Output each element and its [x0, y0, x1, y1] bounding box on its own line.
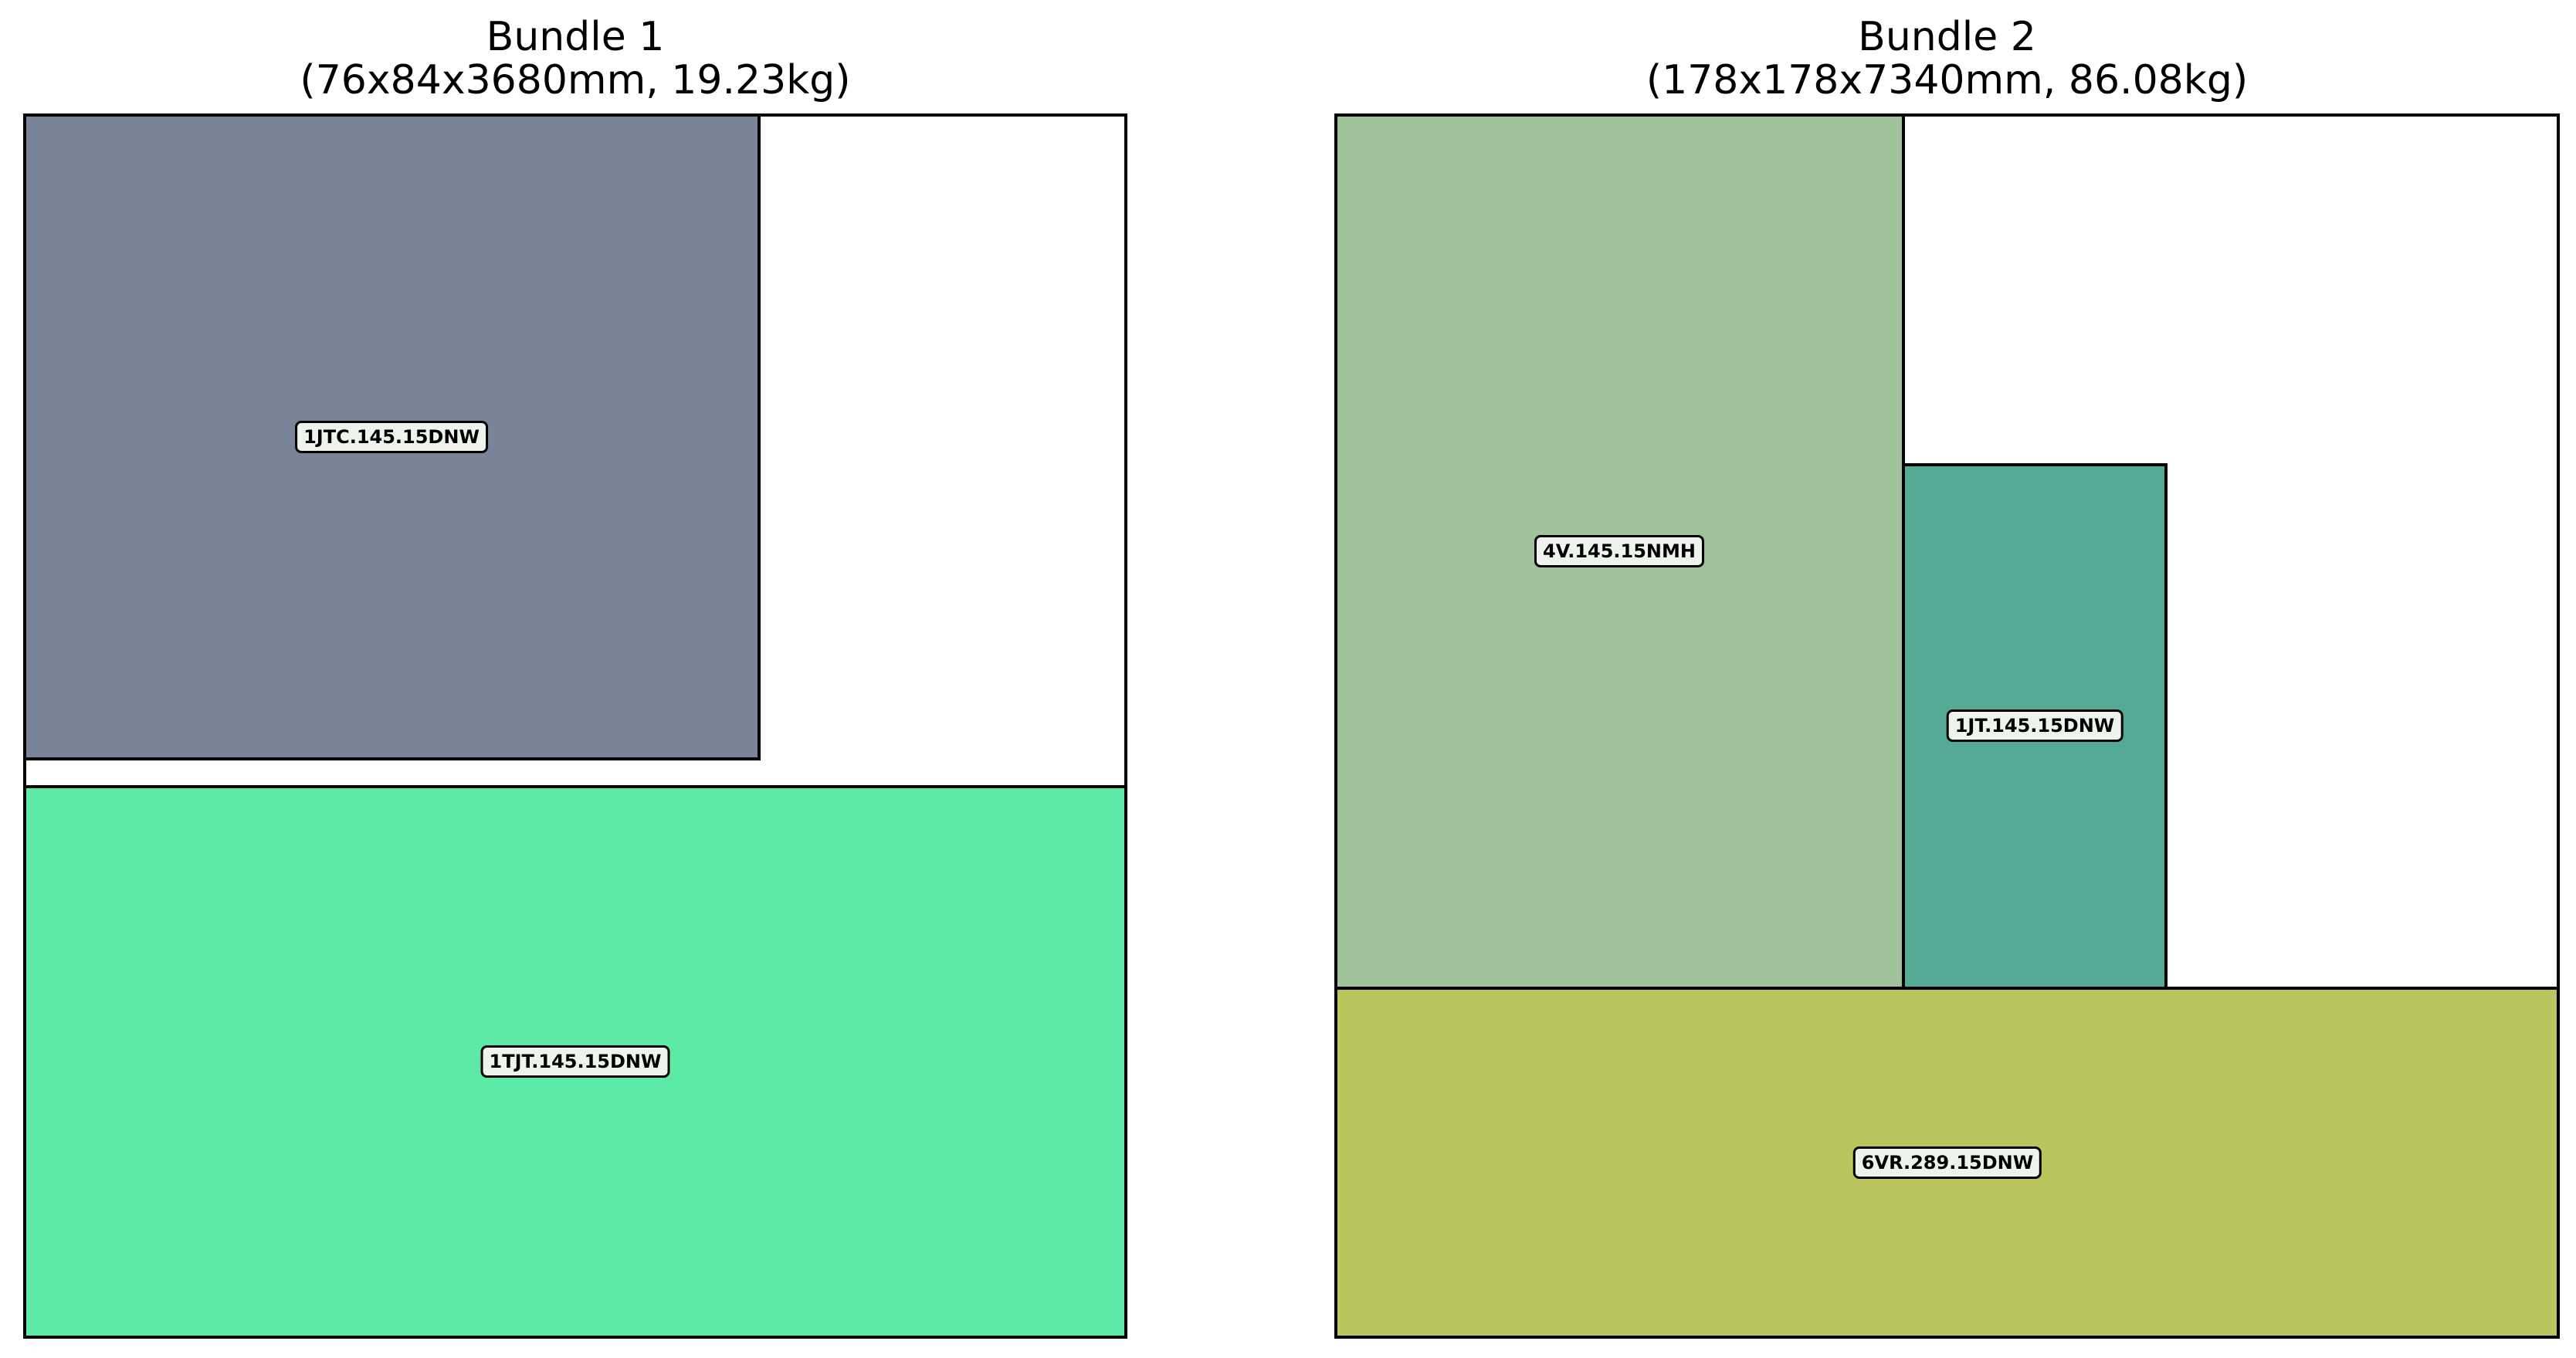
piece-label: 6VR.289.15DNW — [1852, 1146, 2042, 1179]
bundle-title: Bundle 2 (178x178x7340mm, 86.08kg) — [1334, 15, 2560, 102]
bundle-spec: (178x178x7340mm, 86.08kg) — [1646, 57, 2249, 103]
piece-label: 1JT.145.15DNW — [1946, 709, 2124, 742]
bundle-spec: (76x84x3680mm, 19.23kg) — [300, 57, 851, 103]
bundle-name: Bundle 1 — [486, 14, 665, 60]
piece-label: 1JTC.145.15DNW — [295, 421, 488, 453]
piece-label: 4V.145.15NMH — [1534, 535, 1704, 567]
bundle-name: Bundle 2 — [1858, 14, 2036, 60]
bundle-title: Bundle 1 (76x84x3680mm, 19.23kg) — [23, 15, 1127, 102]
piece-label: 1TJT.145.15DNW — [480, 1045, 670, 1078]
